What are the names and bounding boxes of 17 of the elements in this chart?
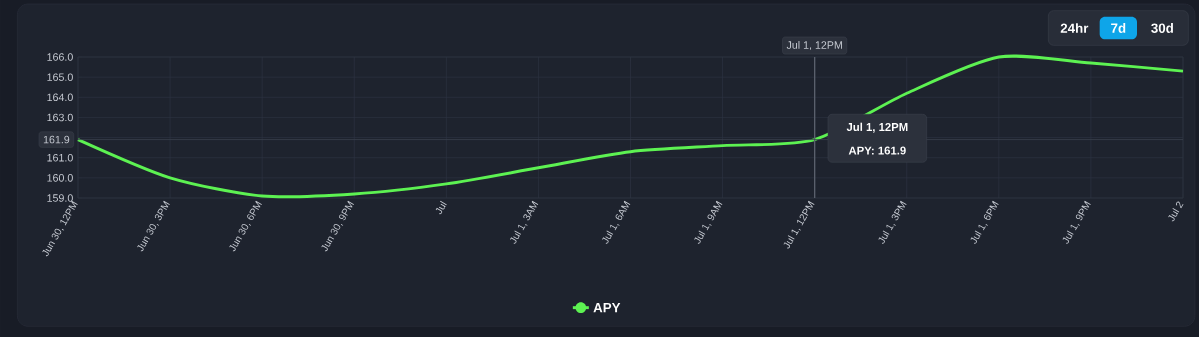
y-tick-label: 164.0 [47,93,73,102]
ref-line-label: 161.9 [43,135,70,144]
x-tick-label: Jul [435,200,447,215]
annotation: APY: 161.9 [848,146,906,155]
y-tick-label: 165.0 [47,73,73,81]
y-tick-label: 159.0 [47,194,73,202]
text: 24hr [1060,23,1089,33]
ref-line-label: Jul 1, 12PM [786,40,842,51]
annotation: Jul 1, 12PM [846,122,908,133]
y-tick-label: 160.0 [47,174,73,182]
y-tick-label: 161.0 [47,153,73,162]
x-tick-label: Jul 2 [1168,201,1184,222]
text: 7d [1111,23,1126,33]
y-tick-label: 166.0 [47,53,73,61]
legend-label: APY [593,303,621,313]
y-tick-label: 163.0 [47,113,73,122]
text: 30d [1151,23,1173,33]
